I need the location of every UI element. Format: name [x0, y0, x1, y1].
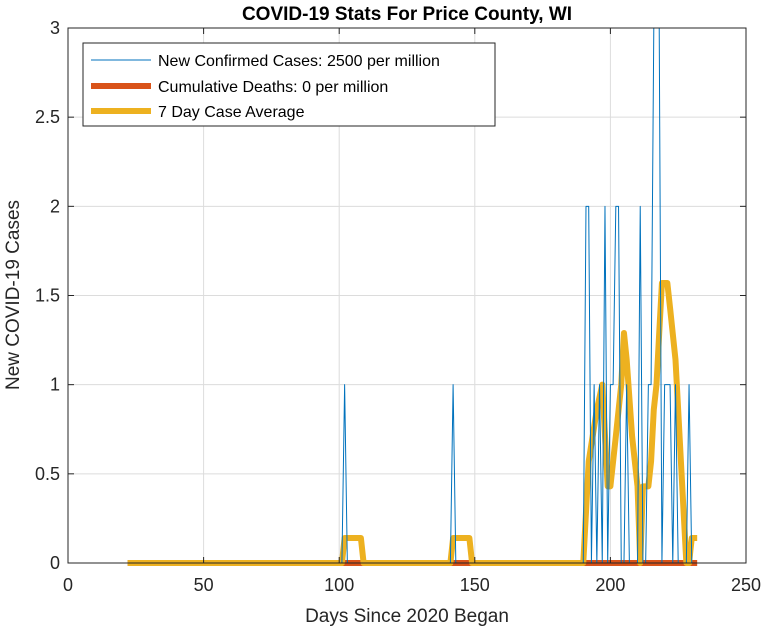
x-tick-label: 150 — [460, 575, 490, 595]
x-tick-label: 200 — [595, 575, 625, 595]
legend[interactable]: New Confirmed Cases: 2500 per million Cu… — [82, 42, 496, 127]
x-axis-label: Days Since 2020 Began — [305, 606, 509, 627]
legend-label-deaths: Cumulative Deaths: 0 per million — [158, 79, 388, 96]
y-tick-label: 2.5 — [35, 107, 60, 127]
y-axis-label: New COVID-19 Cases — [3, 200, 24, 390]
legend-label-new-cases: New Confirmed Cases: 2500 per million — [158, 53, 440, 70]
y-tick-label: 2 — [50, 196, 60, 216]
chart-title: COVID-19 Stats For Price County, WI — [242, 4, 572, 25]
x-tick-label: 50 — [194, 575, 214, 595]
ticks: 0 50 100 150 200 250 0 0.5 1 1.5 2 2.5 3 — [35, 18, 761, 595]
y-tick-label: 1.5 — [35, 286, 60, 306]
legend-box — [82, 42, 496, 127]
y-tick-label: 0.5 — [35, 464, 60, 484]
x-tick-label: 0 — [63, 575, 73, 595]
x-tick-label: 100 — [324, 575, 354, 595]
y-tick-label: 3 — [50, 18, 60, 38]
x-tick-label: 250 — [731, 575, 761, 595]
legend-label-7day-average: 7 Day Case Average — [158, 104, 305, 121]
y-tick-label: 1 — [50, 375, 60, 395]
seven-day-average-line — [127, 280, 698, 566]
y-tick-label: 0 — [50, 553, 60, 573]
